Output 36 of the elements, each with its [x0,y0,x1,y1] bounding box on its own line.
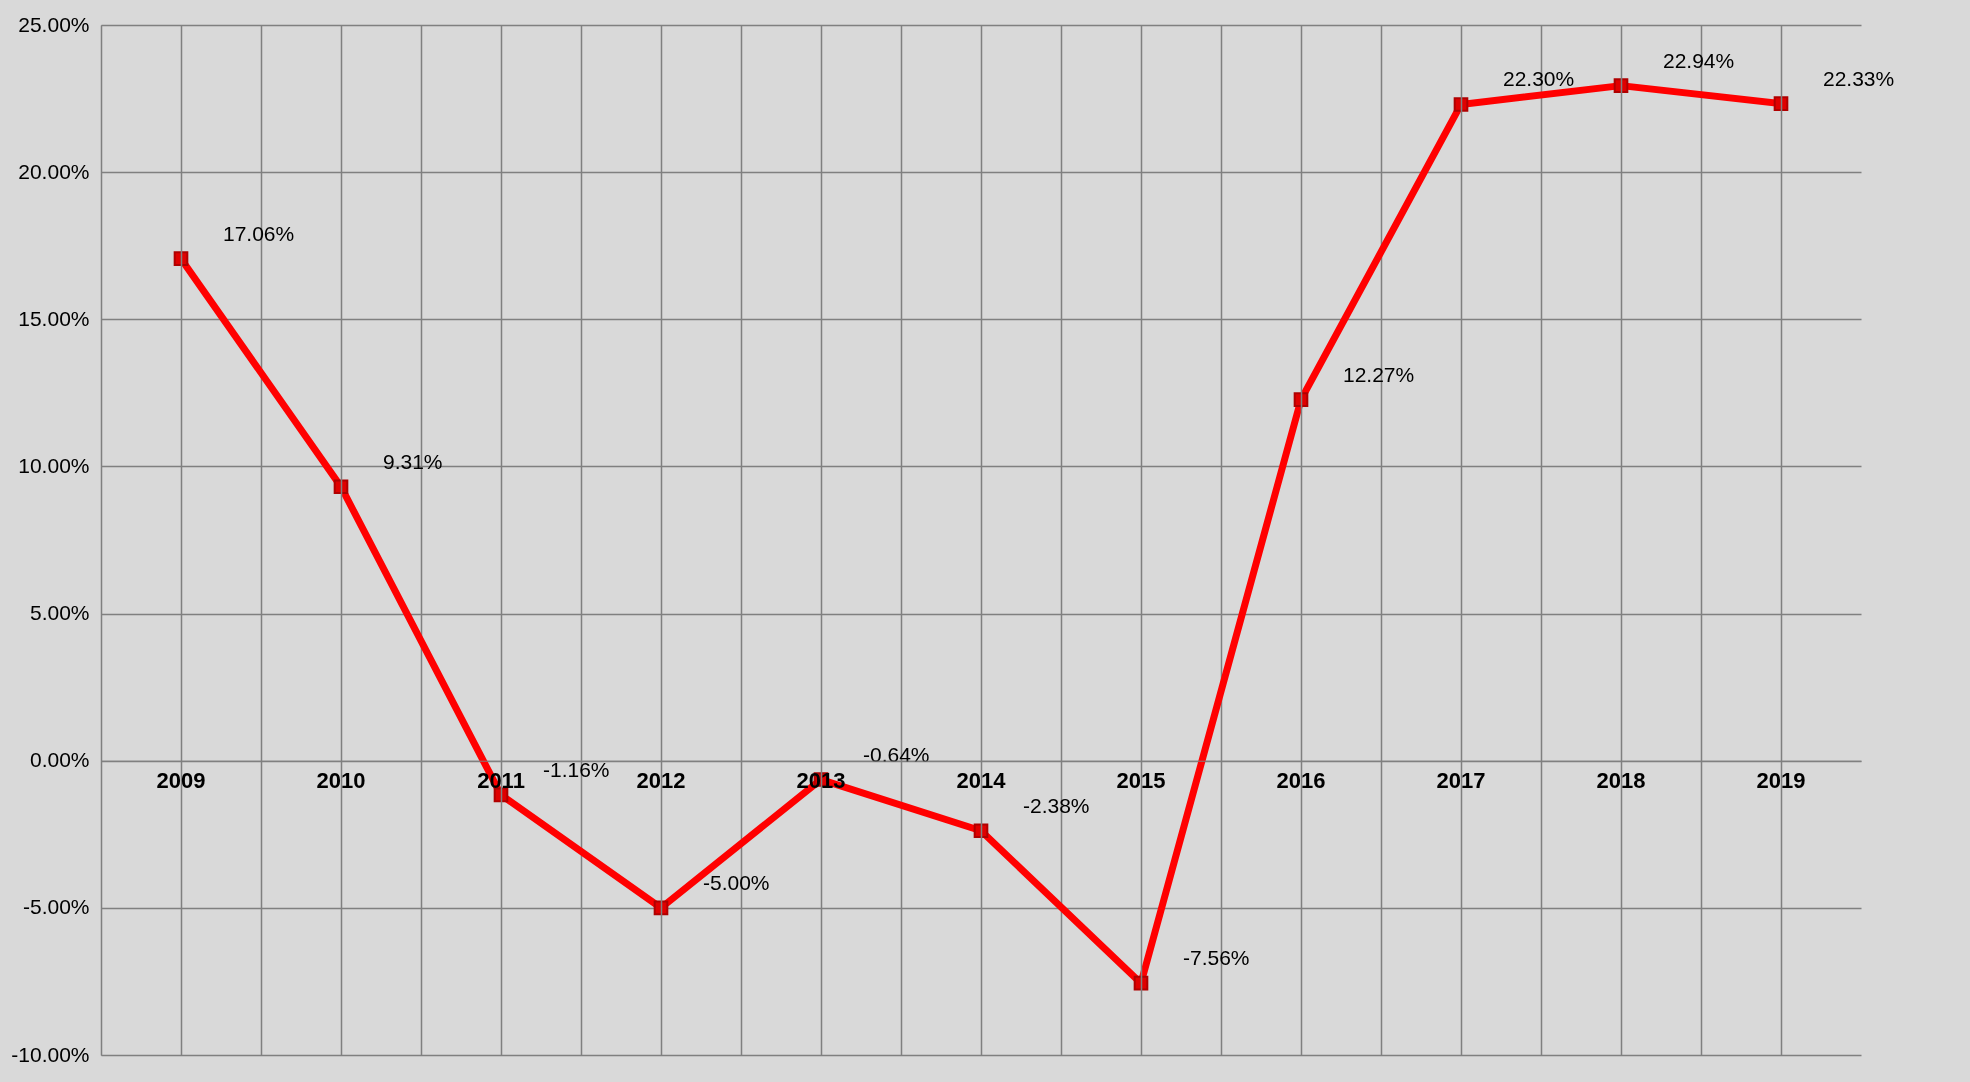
point [1773,96,1789,111]
data-label: 22.33% [1823,66,1895,90]
x-tick-label: 2018 [1596,768,1646,794]
data-label: -1.16% [543,757,610,781]
data-label: 17.06% [223,221,295,245]
data-label: 22.30% [1503,67,1575,91]
data-label: 9.31% [383,449,443,473]
point [1133,975,1149,991]
y-tick-label: 0.00% [29,748,90,772]
y-tick-label: -10.00% [11,1042,90,1066]
data-label: -2.38% [1023,793,1090,817]
x-tick-label: 2012 [636,768,686,794]
point [1613,78,1629,93]
point [1453,97,1469,112]
y-tick-label: 10.00% [18,453,90,477]
data-label: -5.00% [703,870,770,894]
x-tick-label: 2009 [156,768,206,794]
point [333,479,349,495]
y-tick-label: 5.00% [29,601,90,625]
y-tick-label: 25.00% [18,12,90,36]
x-tick-label: 2015 [1116,768,1166,794]
x-tick-label: 2017 [1436,768,1486,794]
y-tick-label: -5.00% [22,895,90,919]
x-tick-label: 2019 [1756,768,1806,794]
data-label: 12.27% [1343,362,1415,386]
point [1293,392,1309,407]
x-tick-label: 2016 [1276,768,1326,794]
data-label: -0.64% [863,742,930,766]
x-tick-label: 2010 [316,768,366,794]
x-tick-label: 2014 [956,768,1007,794]
data-label: 22.94% [1663,48,1735,72]
data-label: -7.56% [1183,946,1250,970]
point [973,823,989,839]
y-tick-label: 20.00% [18,159,90,183]
point [173,251,189,266]
y-tick-label: 15.00% [18,306,90,330]
